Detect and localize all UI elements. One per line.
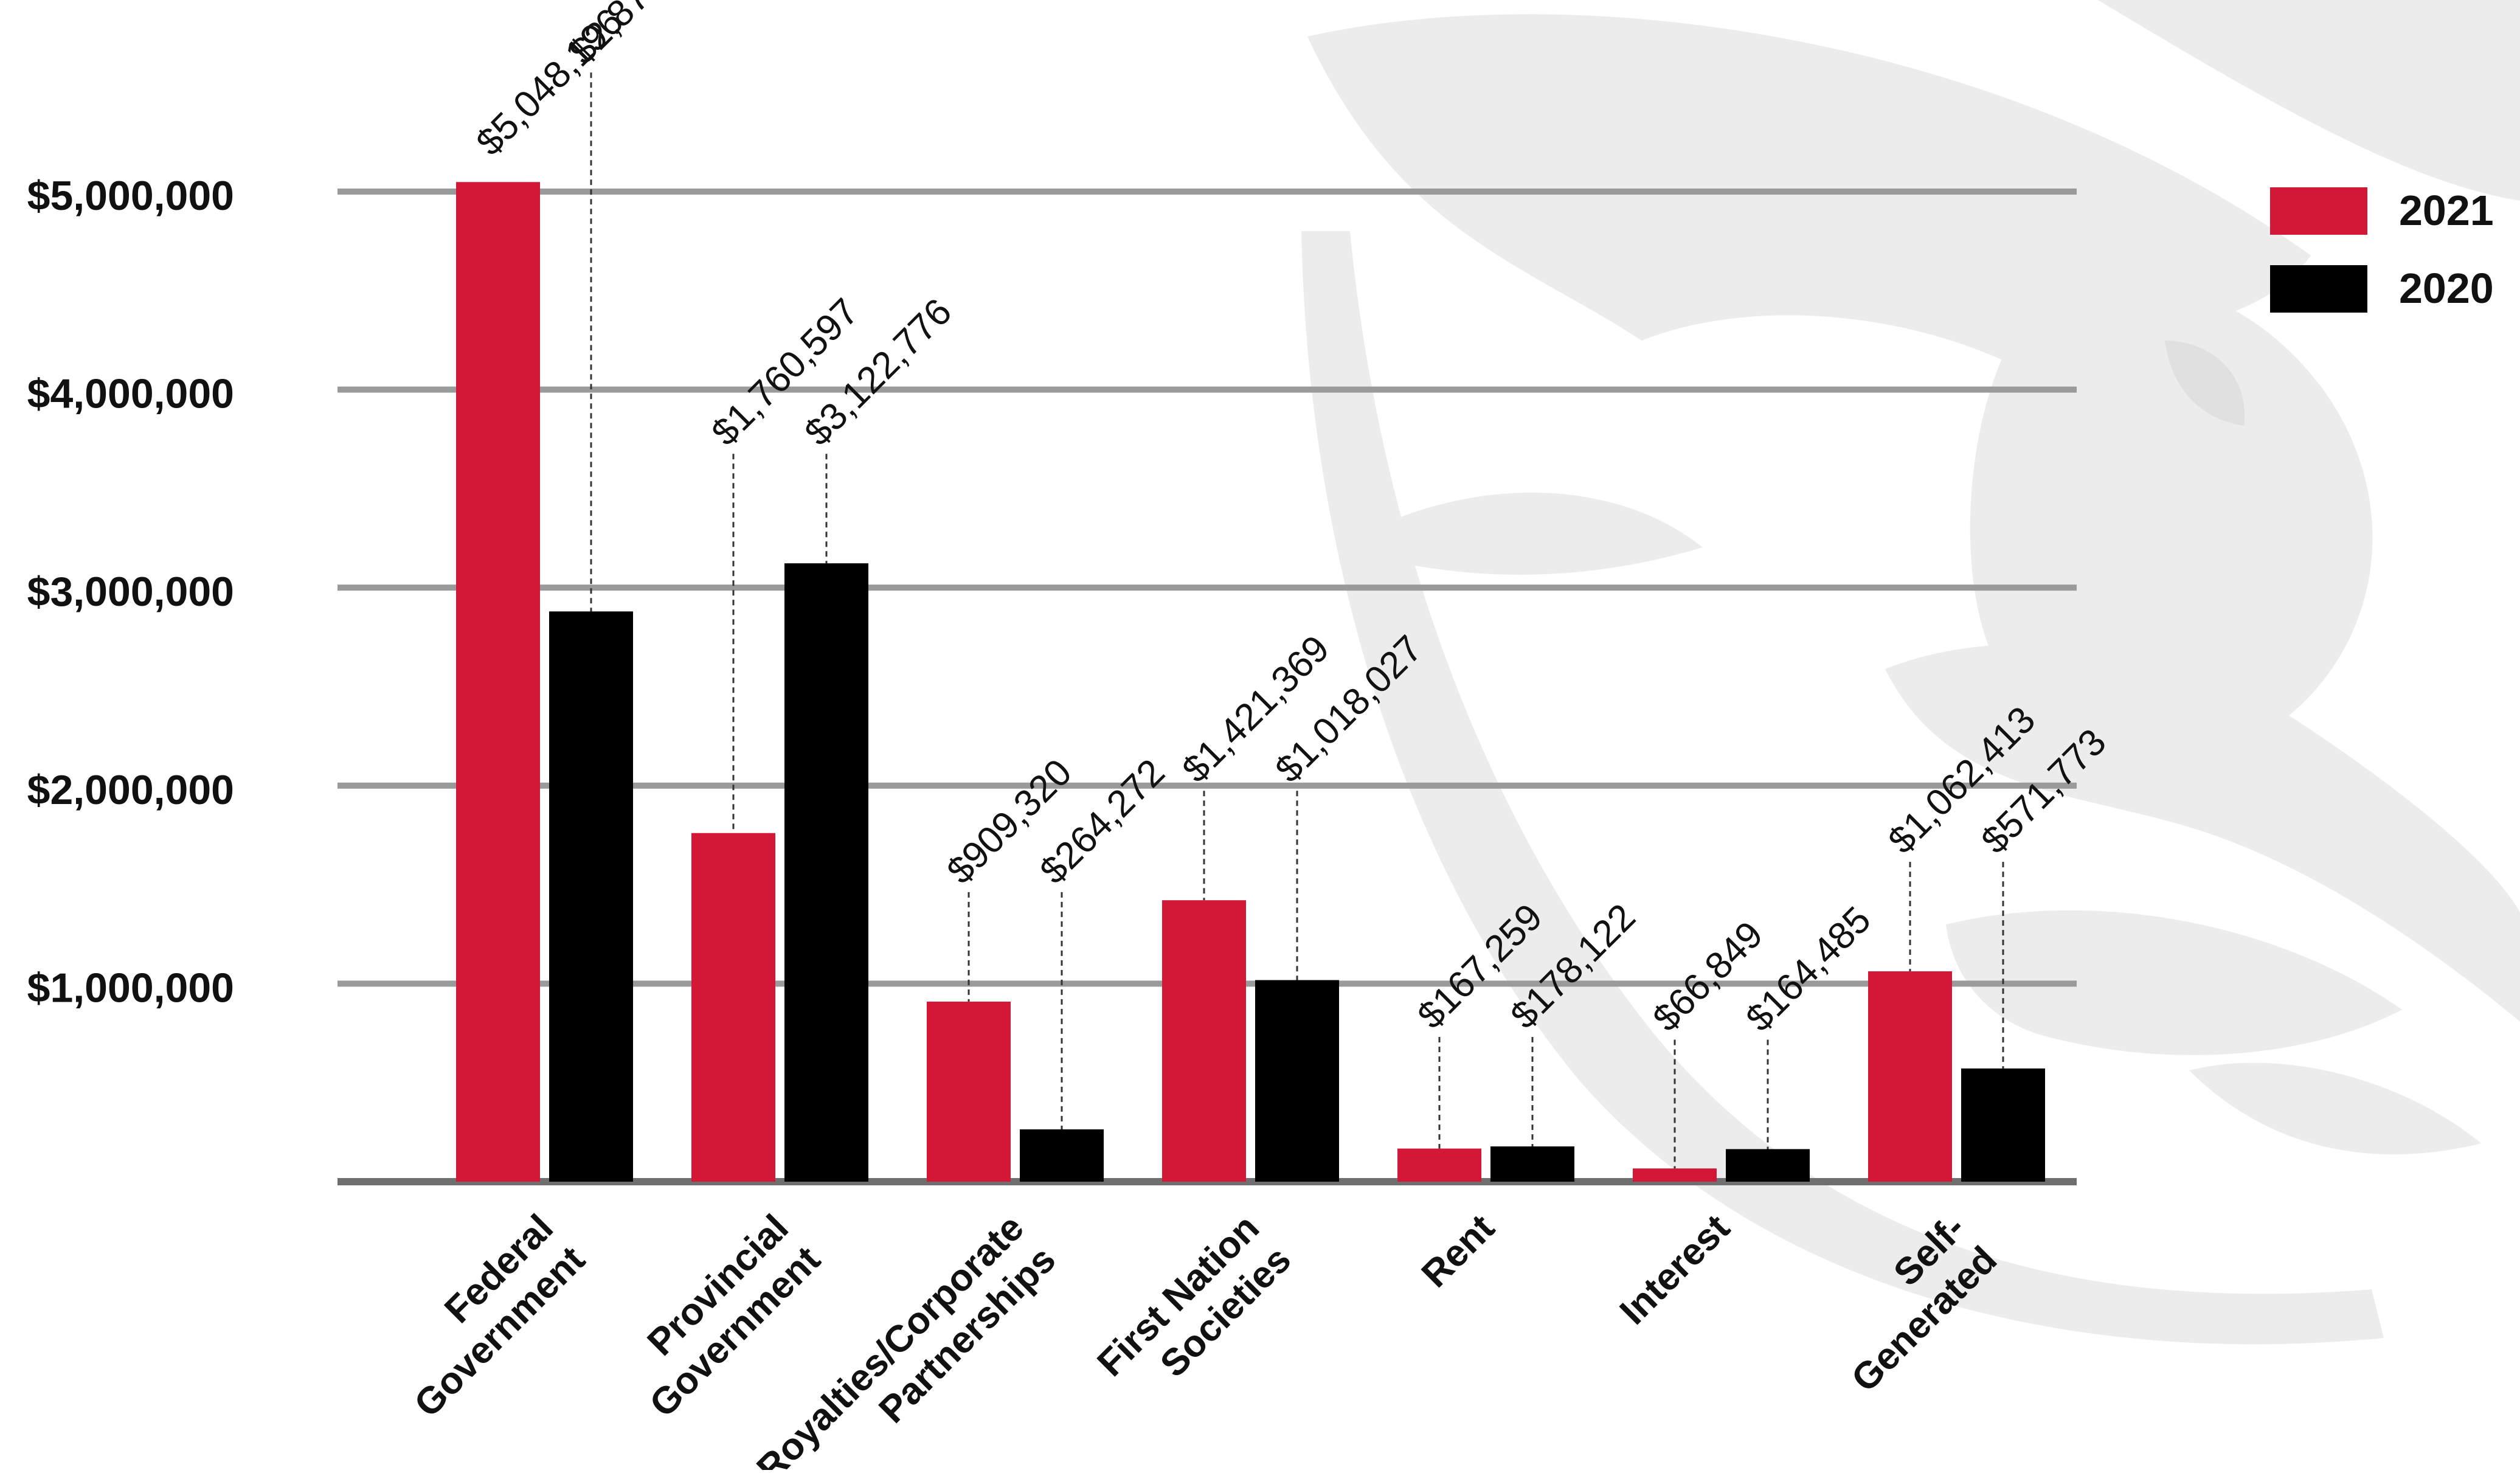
gridline — [338, 189, 2077, 195]
x-tick-label: Rent — [1414, 1207, 1503, 1295]
value-label: $2,879,754 — [561, 0, 724, 72]
bar-2020 — [1961, 1068, 2045, 1182]
legend-swatch-2020 — [2270, 265, 2367, 313]
bar-2021 — [1397, 1148, 1481, 1182]
x-tick-label: FederalGovernment — [375, 1207, 593, 1425]
x-tick-label: ProvincialGovernment — [610, 1207, 828, 1425]
x-tick-label: First NationSocieties — [1090, 1207, 1300, 1416]
bar-2021 — [1868, 971, 1952, 1182]
gridline — [338, 584, 2077, 591]
legend-swatch-2021 — [2270, 187, 2367, 235]
value-label: $164,485 — [1738, 899, 1879, 1040]
bar-2021 — [691, 833, 775, 1182]
y-tick-label: $5,000,000 — [27, 173, 234, 219]
y-tick-label: $3,000,000 — [27, 569, 234, 615]
bar-2020 — [549, 611, 633, 1182]
y-tick-label: $1,000,000 — [27, 965, 234, 1011]
legend-label: 2021 — [2399, 187, 2494, 234]
eagle-watermark-icon — [1301, 0, 2520, 1345]
bar-2021 — [456, 182, 540, 1182]
bar-2021 — [1162, 900, 1246, 1182]
gridline — [338, 386, 2077, 393]
y-tick-label: $4,000,000 — [27, 371, 234, 417]
bar-2020 — [1726, 1149, 1810, 1182]
bar-2020 — [784, 563, 868, 1182]
bar-2020 — [1255, 980, 1339, 1182]
gridline — [338, 782, 2077, 789]
bar-2021 — [1633, 1168, 1717, 1182]
x-tick-label: Interest — [1612, 1207, 1738, 1333]
bar-2020 — [1020, 1129, 1104, 1182]
bar-2021 — [927, 1001, 1011, 1182]
legend-label: 2020 — [2399, 265, 2494, 312]
bar-2020 — [1490, 1146, 1574, 1182]
y-tick-label: $2,000,000 — [27, 767, 234, 813]
